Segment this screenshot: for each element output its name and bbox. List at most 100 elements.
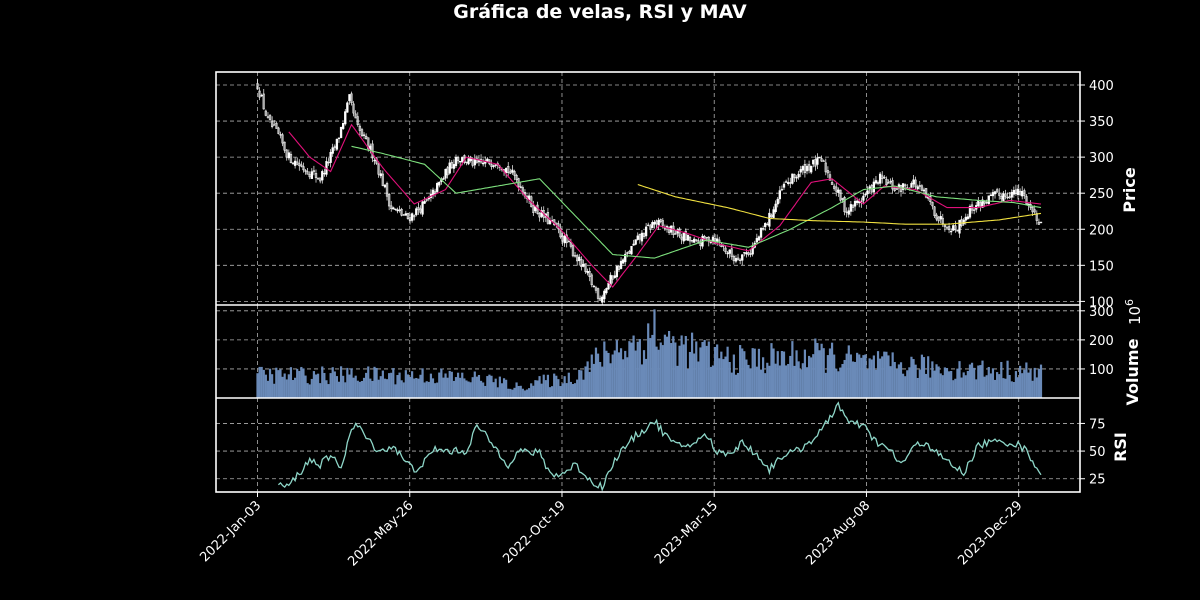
candle-body-152 xyxy=(573,255,577,257)
candle-body-240 xyxy=(757,236,761,241)
candle-body-215 xyxy=(705,236,708,239)
volume-bar-300 xyxy=(883,351,886,398)
candle-body-364 xyxy=(1016,188,1020,195)
candle-body-65 xyxy=(392,207,395,210)
volume-bar-184 xyxy=(640,364,644,398)
candle-body-18 xyxy=(293,160,297,166)
volume-bar-359 xyxy=(1006,360,1009,398)
candle-body-146 xyxy=(561,235,564,242)
volume-bar-319 xyxy=(922,357,926,398)
volume-bar-101 xyxy=(467,381,470,398)
volume-bar-149 xyxy=(567,372,570,398)
candle-body-288 xyxy=(858,201,861,204)
volume-bar-279 xyxy=(839,367,842,398)
candle-body-70 xyxy=(402,214,405,216)
candle-body-12 xyxy=(281,134,284,144)
volume-bar-81 xyxy=(425,381,428,398)
candle-body-231 xyxy=(738,259,742,261)
volume-bar-269 xyxy=(818,350,821,398)
candle-body-355 xyxy=(998,192,1001,196)
candle-body-316 xyxy=(916,186,919,190)
volume-bar-174 xyxy=(619,348,623,398)
volume-bar-85 xyxy=(433,383,437,398)
candle-body-354 xyxy=(995,189,999,193)
volume-bar-317 xyxy=(918,369,921,398)
candle-body-301 xyxy=(885,178,888,186)
volume-bar-142 xyxy=(553,373,556,398)
candle-body-267 xyxy=(814,159,817,167)
volume-bar-213 xyxy=(701,341,704,398)
volume-bar-20 xyxy=(298,370,301,398)
volume-bar-139 xyxy=(546,374,550,398)
volume-bar-311 xyxy=(906,370,909,398)
volume-bar-105 xyxy=(475,376,478,398)
volume-bar-28 xyxy=(314,374,318,398)
volume-bar-304 xyxy=(891,352,894,398)
candle-body-29 xyxy=(316,177,320,180)
candle-body-270 xyxy=(820,158,823,162)
volume-bar-222 xyxy=(720,351,723,398)
volume-bar-277 xyxy=(835,368,838,398)
volume-bar-175 xyxy=(622,359,625,398)
candle-body-21 xyxy=(300,164,303,167)
candle-body-358 xyxy=(1004,193,1007,197)
candle-body-32 xyxy=(323,172,326,175)
volume-bar-5 xyxy=(266,380,270,398)
volume-bar-171 xyxy=(613,350,616,398)
volume-bar-336 xyxy=(958,361,961,398)
candle-body-159 xyxy=(588,271,591,277)
volume-bar-242 xyxy=(762,357,765,398)
volume-bar-375 xyxy=(1039,364,1043,398)
volume-bar-154 xyxy=(578,369,581,398)
volume-bar-91 xyxy=(446,377,449,398)
volume-bar-272 xyxy=(824,372,827,398)
volume-bar-327 xyxy=(939,373,942,398)
candle-body-76 xyxy=(415,208,418,216)
candle-body-274 xyxy=(828,174,832,181)
volume-bar-189 xyxy=(651,334,654,398)
volume-bar-169 xyxy=(609,363,612,398)
volume-bar-241 xyxy=(759,369,763,398)
volume-bar-89 xyxy=(442,377,445,398)
candle-body-7 xyxy=(270,120,274,127)
volume-bar-158 xyxy=(586,361,589,398)
candle-body-137 xyxy=(542,210,545,218)
volume-bar-255 xyxy=(789,355,792,398)
volume-bar-355 xyxy=(998,374,1001,398)
volume-bar-69 xyxy=(400,380,403,398)
candle-body-232 xyxy=(741,254,744,261)
candle-body-168 xyxy=(607,282,610,290)
volume-bar-185 xyxy=(642,350,646,398)
volume-bar-37 xyxy=(333,371,336,398)
candle-body-187 xyxy=(647,224,650,227)
candle-body-37 xyxy=(333,146,336,148)
candle-body-263 xyxy=(805,165,809,172)
volume-bar-117 xyxy=(500,383,504,398)
candle-body-278 xyxy=(837,189,840,193)
volume-bar-15 xyxy=(287,374,290,398)
candle-body-300 xyxy=(883,176,886,179)
volume-bar-226 xyxy=(728,361,731,398)
volume-bar-234 xyxy=(745,359,748,398)
volume-bar-301 xyxy=(885,351,888,398)
candle-body-309 xyxy=(901,183,905,190)
volume-bar-38 xyxy=(335,376,338,398)
volume-bar-356 xyxy=(1000,361,1003,398)
candle-body-330 xyxy=(945,227,949,229)
x-tick-label-0: 2022-Jan-03 xyxy=(197,498,264,565)
volume-bar-205 xyxy=(684,336,687,398)
volume-bar-344 xyxy=(975,379,978,398)
volume-bar-145 xyxy=(559,386,562,398)
candle-body-291 xyxy=(864,193,867,196)
volume-bar-274 xyxy=(828,348,832,398)
candle-body-367 xyxy=(1023,190,1026,196)
volume-bar-82 xyxy=(427,381,430,398)
volume-bar-59 xyxy=(379,376,382,398)
candle-body-341 xyxy=(968,205,972,218)
volume-bar-323 xyxy=(931,361,934,398)
volume-bar-341 xyxy=(968,364,972,398)
volume-bar-271 xyxy=(822,348,825,398)
candle-body-205 xyxy=(684,230,687,241)
candle-body-179 xyxy=(630,245,633,255)
